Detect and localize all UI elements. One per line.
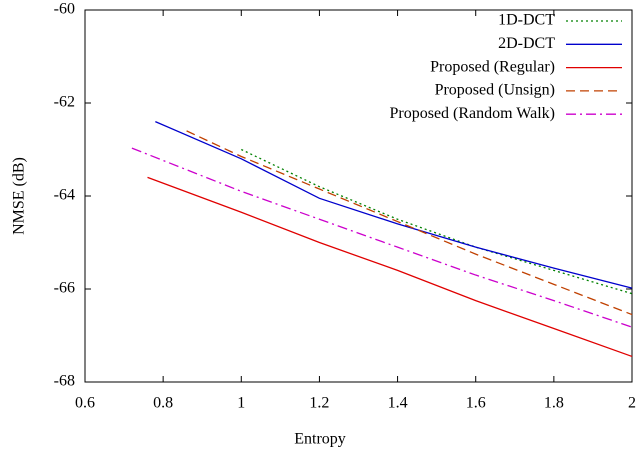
legend-label: 2D-DCT [498,35,555,52]
legend-label: Proposed (Regular) [430,58,555,75]
x-tick-label: 1.8 [544,395,564,412]
data-line [241,148,633,295]
x-tick-label: 0.6 [75,395,95,412]
x-tick-label: 2 [628,395,636,412]
y-tick-label: -60 [54,1,75,18]
legend-label: Proposed (Unsign) [435,82,555,99]
y-tick-label: -68 [54,373,75,390]
y-tick-label: -66 [54,280,75,297]
data-line [131,147,633,328]
x-tick-label: 1.2 [309,395,329,412]
y-tick-label: -64 [54,187,75,204]
y-axis-label: NMSE (dB) [11,157,28,235]
data-line [147,176,633,358]
legend-label: Proposed (Random Walk) [389,105,555,122]
x-tick-label: 1 [237,395,245,412]
x-tick-label: 1.6 [466,395,486,412]
x-tick-label: 1.4 [388,395,408,412]
legend-label: 1D-DCT [498,12,555,29]
data-line [186,130,633,316]
x-tick-label: 0.8 [153,395,173,412]
y-tick-label: -62 [54,94,75,111]
x-axis-label: Entropy [294,431,346,448]
data-line [155,121,633,289]
